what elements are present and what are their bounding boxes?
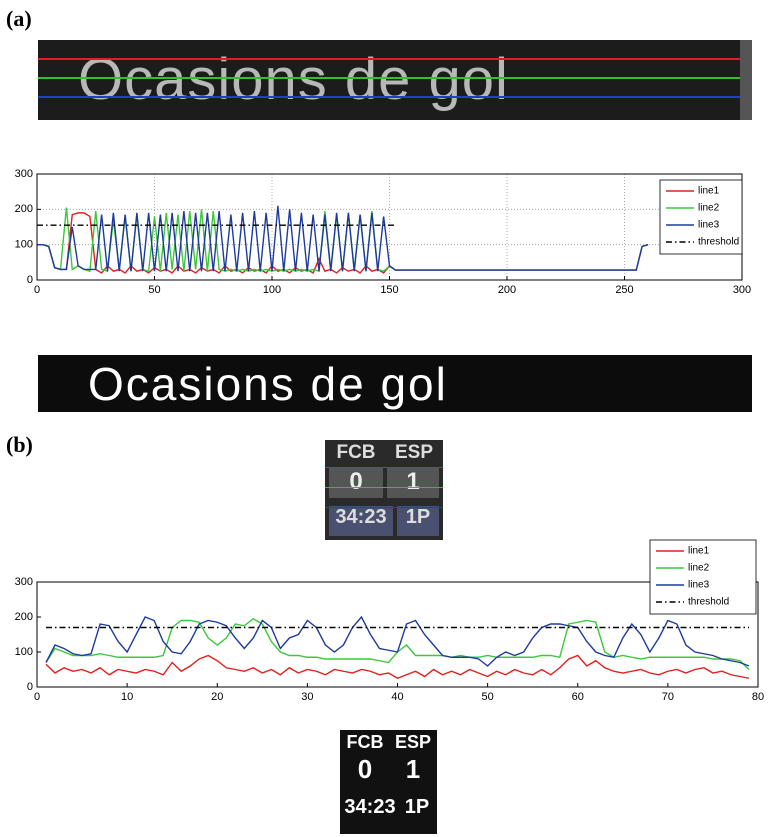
team: FCB [336,442,376,463]
x-tick-label: 80 [752,691,764,703]
binarized-frame: Ocasions de gol [38,355,752,412]
legend-label: line2 [688,563,710,574]
y-tick-label: 300 [15,168,33,180]
x-tick-label: 0 [34,691,40,703]
x-tick-label: 40 [391,691,403,703]
panel-label: (b) [6,432,33,457]
series-line [37,205,649,272]
y-tick-label: 300 [15,576,33,588]
axes-frame [36,581,759,688]
score: 0 [357,754,373,784]
x-tick-label: 20 [211,691,223,703]
legend-label: line1 [698,186,720,197]
time: 34:23 [329,506,393,536]
x-tick-label: 150 [380,284,398,296]
score: 1 [405,754,421,784]
y-tick-label: 0 [27,274,33,286]
x-tick-label: 100 [263,284,281,296]
scoreboard: FCB ESP 0 1 34:23 1P [325,440,443,540]
series-line [45,615,750,667]
y-tick-label: 100 [15,646,33,658]
score: 1 [387,468,439,498]
legend-label: line3 [688,580,710,591]
scene-text: Ocasions de gol [88,358,448,410]
x-tick-label: 30 [301,691,313,703]
x-tick-label: 300 [733,284,751,296]
y-tick-label: 200 [15,203,33,215]
legend-label: line3 [698,220,720,231]
legend [649,539,757,615]
time: 34:23 [344,796,396,818]
x-tick-label: 0 [34,284,40,296]
team: ESP [394,442,434,463]
legend-label: threshold [688,597,729,608]
series-line [37,212,649,274]
video-frame: Ocasions de gol [38,40,752,120]
x-tick-label: 10 [121,691,133,703]
series-line [45,654,750,680]
score: 0 [329,468,383,498]
x-tick-label: 70 [662,691,674,703]
x-tick-label: 50 [482,691,494,703]
binarized-scoreboard: FCB ESP 0 1 34:23 1P [340,730,437,834]
team: ESP [394,732,432,752]
y-tick-label: 100 [15,239,33,251]
period: 1P [404,796,430,818]
x-tick-label: 200 [498,284,516,296]
x-tick-label: 250 [615,284,633,296]
legend-label: line1 [688,546,710,557]
x-tick-label: 50 [148,284,160,296]
legend [659,179,743,255]
x-tick-label: 60 [572,691,584,703]
y-tick-label: 0 [27,681,33,693]
panel-label: (a) [6,6,32,31]
legend-label: line2 [698,203,720,214]
scene-text: Ocasions de gol [78,47,509,112]
legend-label: threshold [698,237,739,248]
period: 1P [397,506,439,536]
y-tick-label: 200 [15,611,33,623]
team: FCB [346,732,384,752]
